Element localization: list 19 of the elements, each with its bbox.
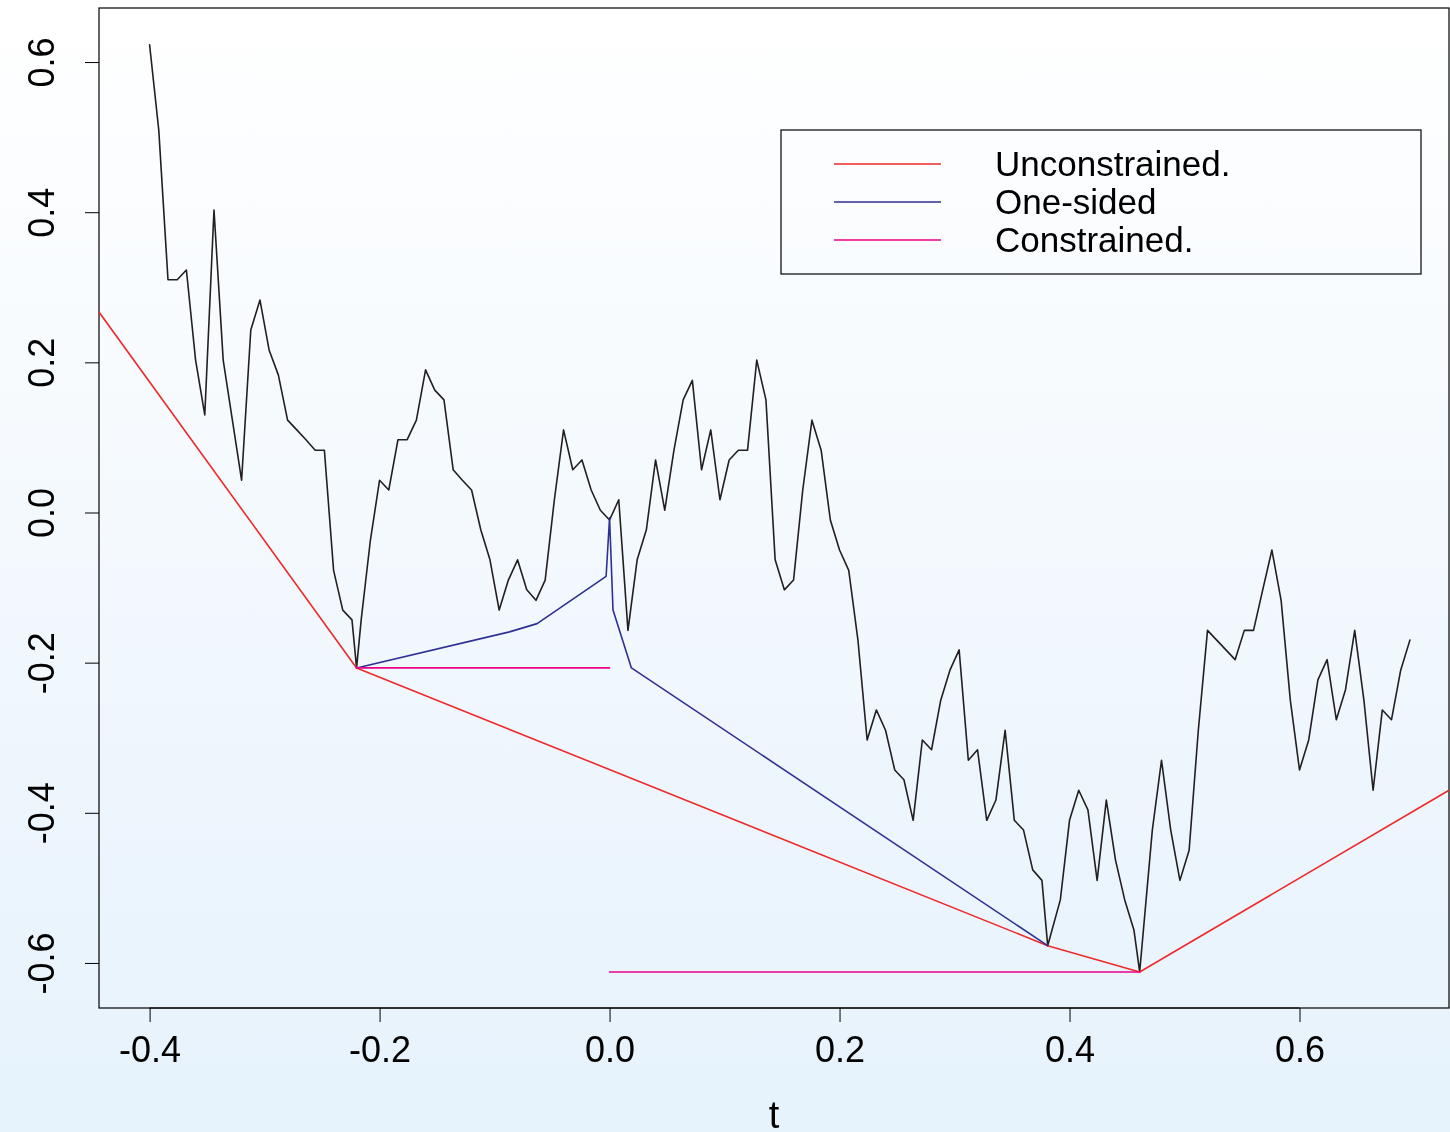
y-tick-label: 0.2 (21, 337, 62, 388)
x-tick-label: 0.4 (1045, 1028, 1096, 1070)
y-tick-label: -0.2 (21, 632, 62, 695)
legend-label: One-sided (995, 182, 1157, 221)
legend-label: Constrained. (995, 220, 1194, 259)
y-tick-label: 0.4 (21, 187, 62, 238)
x-tick-label: 0.0 (585, 1028, 636, 1070)
y-tick-label: -0.6 (21, 932, 62, 995)
line-series (148, 43, 1411, 973)
line-series (99, 311, 1449, 973)
x-tick-label: 0.6 (1274, 1028, 1326, 1070)
x-tick-label: -0.2 (349, 1028, 412, 1070)
legend-label: Unconstrained. (995, 144, 1231, 183)
x-tick-label: -0.4 (119, 1028, 182, 1070)
y-tick-label: -0.4 (21, 782, 62, 845)
y-tick-label: 0.6 (21, 37, 62, 88)
x-tick-label: 0.2 (815, 1028, 866, 1070)
y-tick-label: 0.0 (21, 487, 62, 539)
x-axis-title: t (768, 1094, 780, 1132)
